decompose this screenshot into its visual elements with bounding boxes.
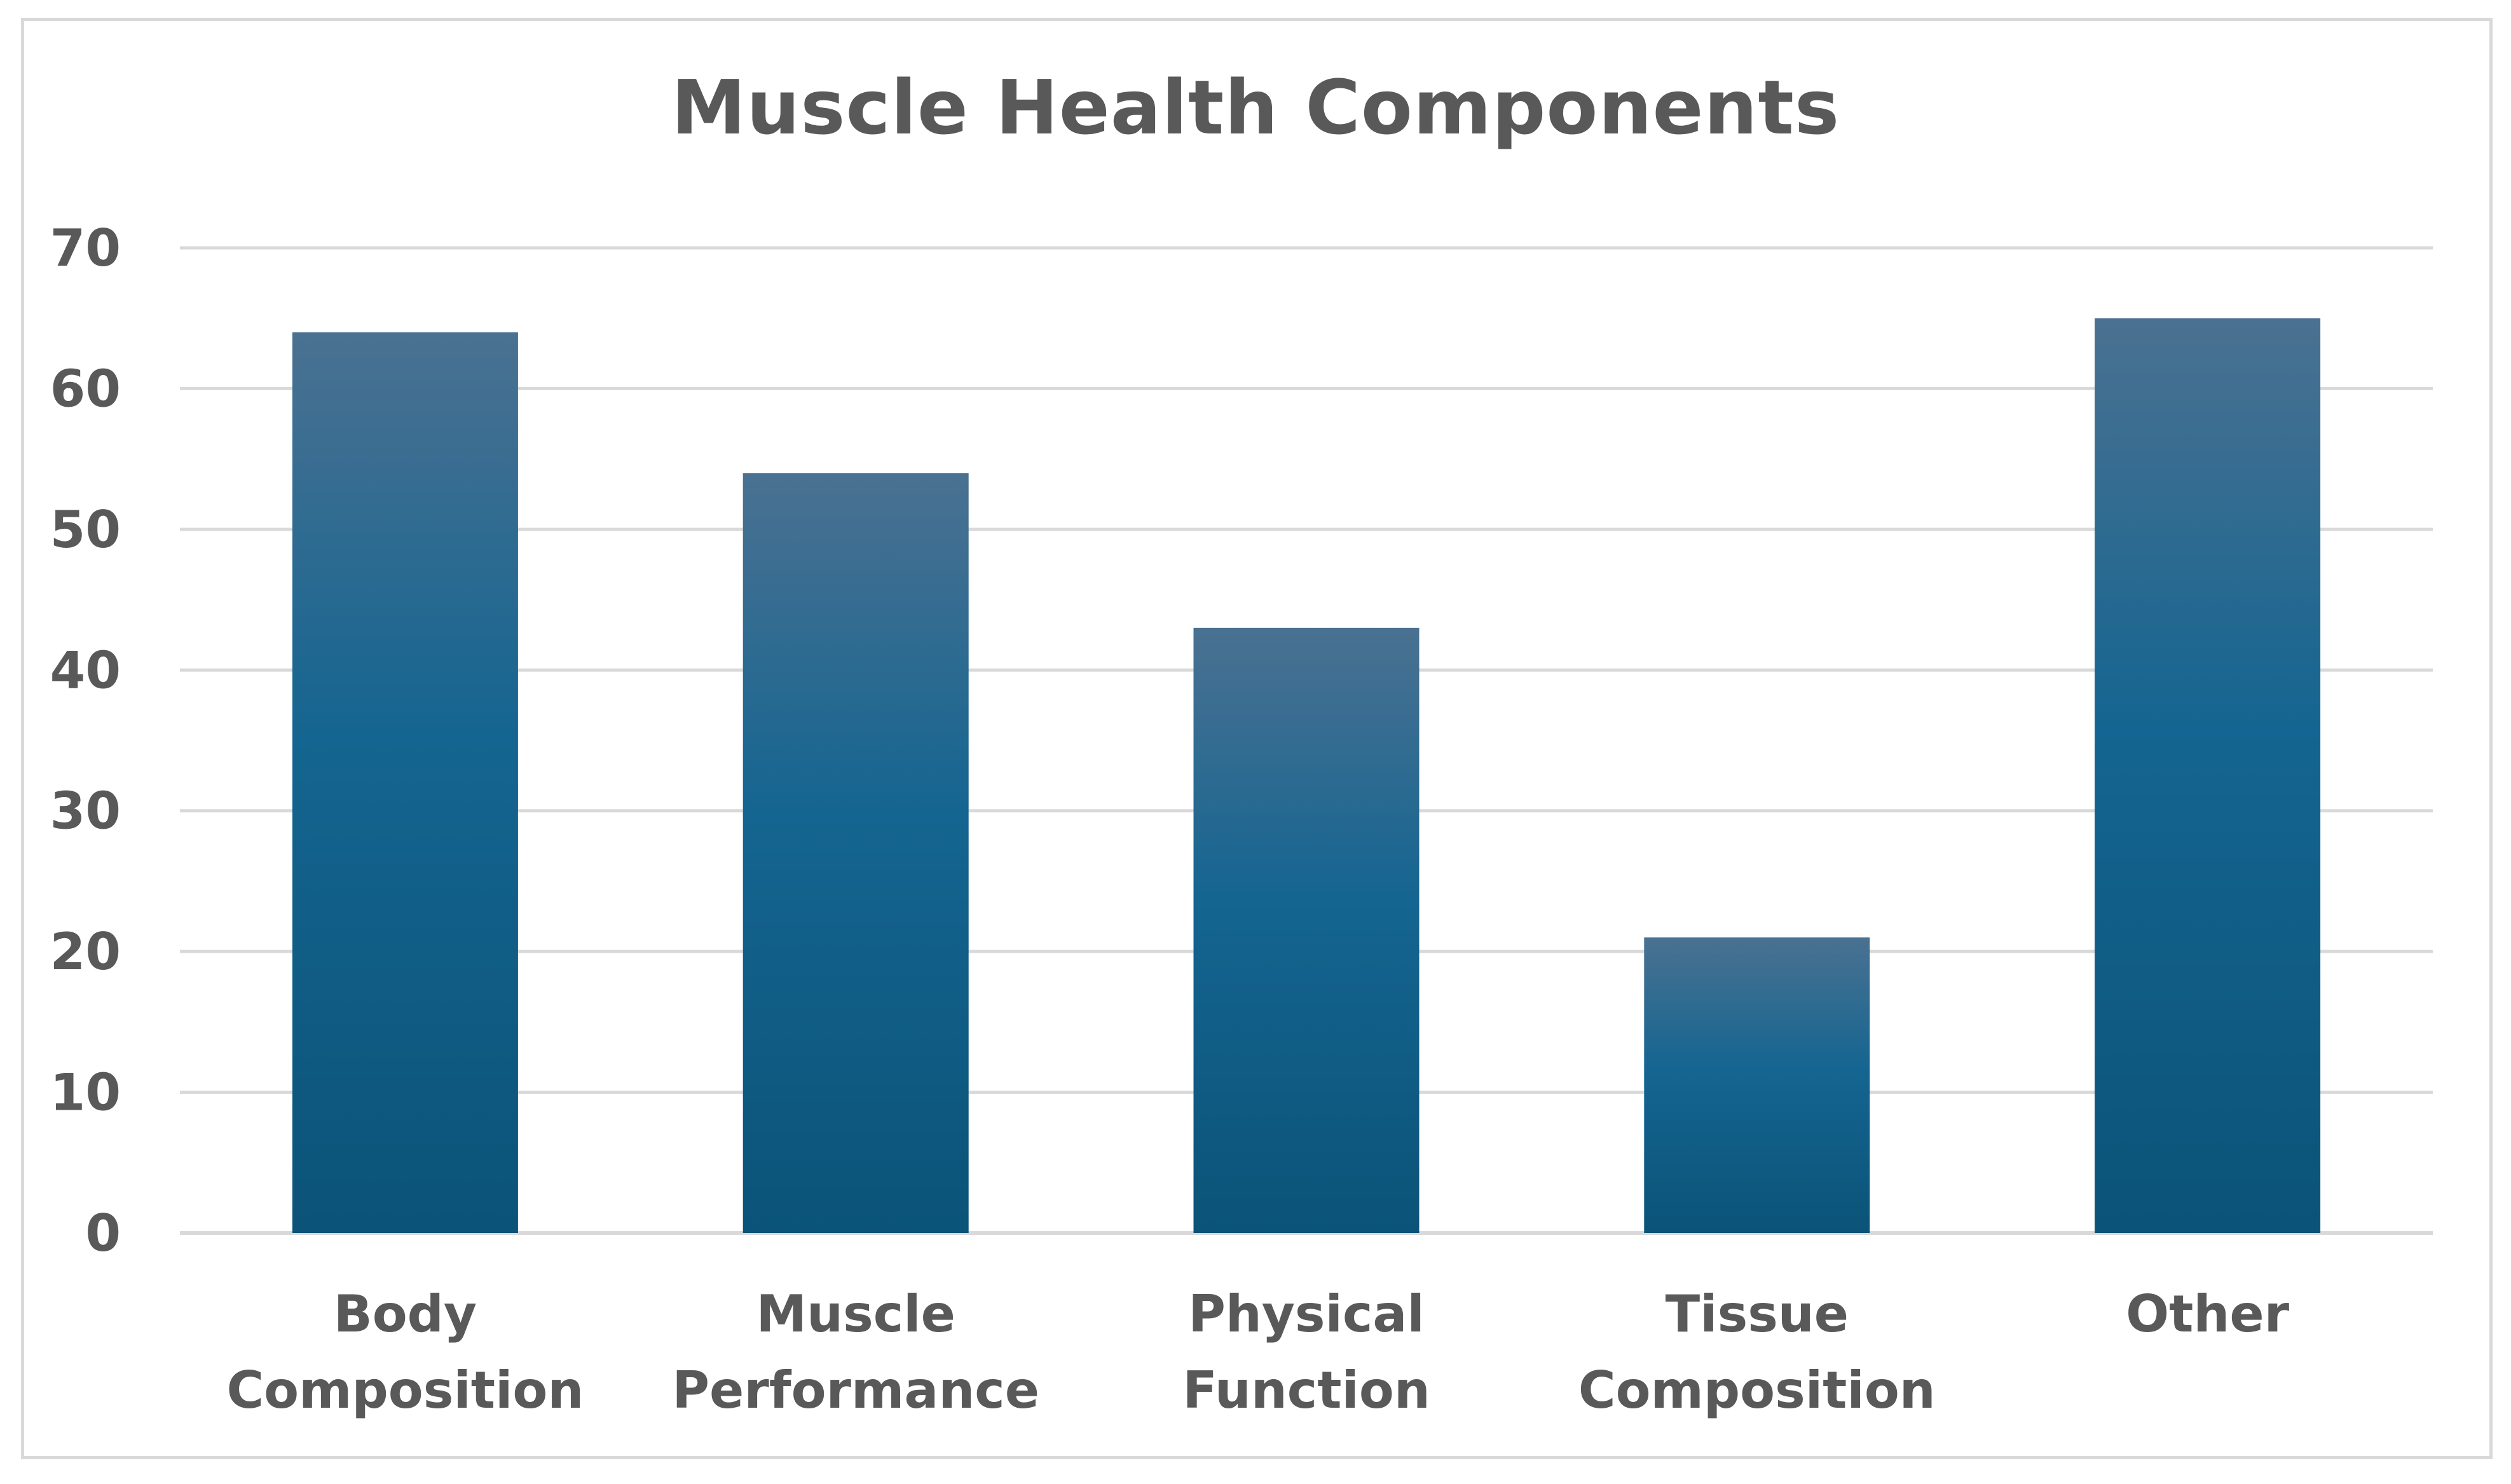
x-category-label: Other	[2126, 1284, 2289, 1344]
bar-0	[292, 332, 518, 1233]
y-tick-label: 30	[50, 782, 121, 841]
y-tick-label: 60	[50, 359, 121, 418]
x-category-label: Tissue Composition	[1578, 1284, 1936, 1420]
bar-4	[2095, 318, 2321, 1233]
bar-3	[1644, 937, 1870, 1233]
y-axis-ticks: 0 10 20 30 40 50 60 70	[50, 219, 121, 1263]
y-tick-label: 40	[50, 641, 121, 700]
x-category-label: Muscle Performance	[672, 1284, 1039, 1420]
chart-title: Muscle Health Components	[671, 64, 1840, 151]
x-category-label: Body Composition	[226, 1284, 584, 1420]
x-category-label: Physical Function	[1182, 1284, 1430, 1420]
y-tick-label: 50	[50, 500, 121, 559]
bar-2	[1193, 627, 1420, 1233]
y-tick-label: 0	[85, 1204, 121, 1263]
y-tick-label: 20	[50, 922, 121, 981]
y-tick-label: 70	[50, 219, 121, 278]
bars	[292, 318, 2321, 1234]
bar-1	[742, 473, 969, 1234]
x-axis-labels: Body Composition Muscle Performance Physical…	[226, 1284, 2289, 1420]
y-tick-label: 10	[50, 1063, 121, 1122]
